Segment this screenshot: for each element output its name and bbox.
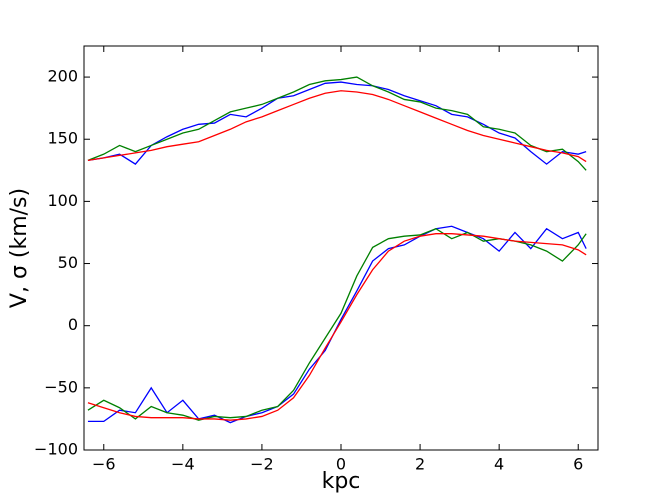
y-tick-label: 0 xyxy=(68,315,78,334)
x-tick-label: −2 xyxy=(250,455,274,474)
y-axis-label: V, σ (km/s) xyxy=(7,188,32,308)
x-axis-label: kpc xyxy=(322,469,361,494)
x-tick-label: −6 xyxy=(92,455,116,474)
x-tick-label: −4 xyxy=(171,455,195,474)
y-tick-label: −50 xyxy=(44,377,78,396)
data-line xyxy=(87,225,587,424)
x-tick-label: 4 xyxy=(494,455,504,474)
data-line xyxy=(87,90,587,163)
data-line xyxy=(87,81,587,165)
data-line xyxy=(87,228,587,421)
x-tick-label: 6 xyxy=(573,455,583,474)
x-tick-label: 2 xyxy=(415,455,425,474)
plot-frame xyxy=(83,45,599,451)
y-tick-label: 150 xyxy=(47,129,78,148)
data-line xyxy=(87,76,587,171)
y-tick-label: 100 xyxy=(47,191,78,210)
data-line xyxy=(87,233,587,421)
y-tick-label: 50 xyxy=(58,253,78,272)
x-tick-label: 0 xyxy=(336,455,346,474)
y-tick-label: 200 xyxy=(47,67,78,86)
y-tick-label: −100 xyxy=(34,440,78,459)
